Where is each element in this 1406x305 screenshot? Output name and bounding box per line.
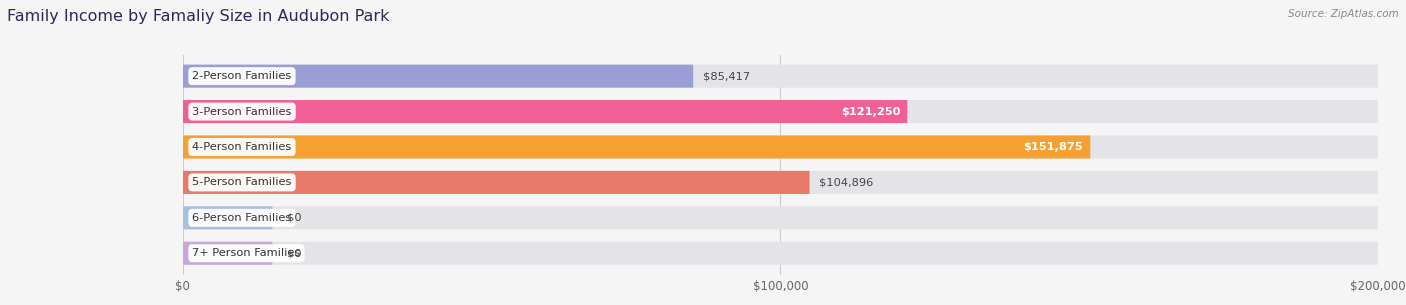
Text: Family Income by Famaliy Size in Audubon Park: Family Income by Famaliy Size in Audubon…	[7, 9, 389, 24]
Text: $121,250: $121,250	[841, 106, 900, 117]
FancyBboxPatch shape	[183, 65, 693, 88]
Text: $104,896: $104,896	[820, 178, 873, 187]
Text: 6-Person Families: 6-Person Families	[193, 213, 291, 223]
Text: $151,875: $151,875	[1024, 142, 1083, 152]
Text: 7+ Person Families: 7+ Person Families	[193, 248, 301, 258]
FancyBboxPatch shape	[183, 100, 907, 123]
FancyBboxPatch shape	[183, 171, 810, 194]
Text: $0: $0	[287, 213, 301, 223]
FancyBboxPatch shape	[183, 206, 1378, 229]
Text: 4-Person Families: 4-Person Families	[193, 142, 291, 152]
Text: Source: ZipAtlas.com: Source: ZipAtlas.com	[1288, 9, 1399, 19]
FancyBboxPatch shape	[183, 135, 1090, 159]
FancyBboxPatch shape	[183, 242, 273, 265]
FancyBboxPatch shape	[183, 65, 1378, 88]
FancyBboxPatch shape	[183, 242, 1378, 265]
Text: 5-Person Families: 5-Person Families	[193, 178, 291, 187]
FancyBboxPatch shape	[183, 135, 1378, 159]
Text: 2-Person Families: 2-Person Families	[193, 71, 291, 81]
Text: $0: $0	[287, 248, 301, 258]
Text: $85,417: $85,417	[703, 71, 749, 81]
Text: 3-Person Families: 3-Person Families	[193, 106, 291, 117]
FancyBboxPatch shape	[183, 171, 1378, 194]
FancyBboxPatch shape	[183, 100, 1378, 123]
FancyBboxPatch shape	[183, 206, 273, 229]
